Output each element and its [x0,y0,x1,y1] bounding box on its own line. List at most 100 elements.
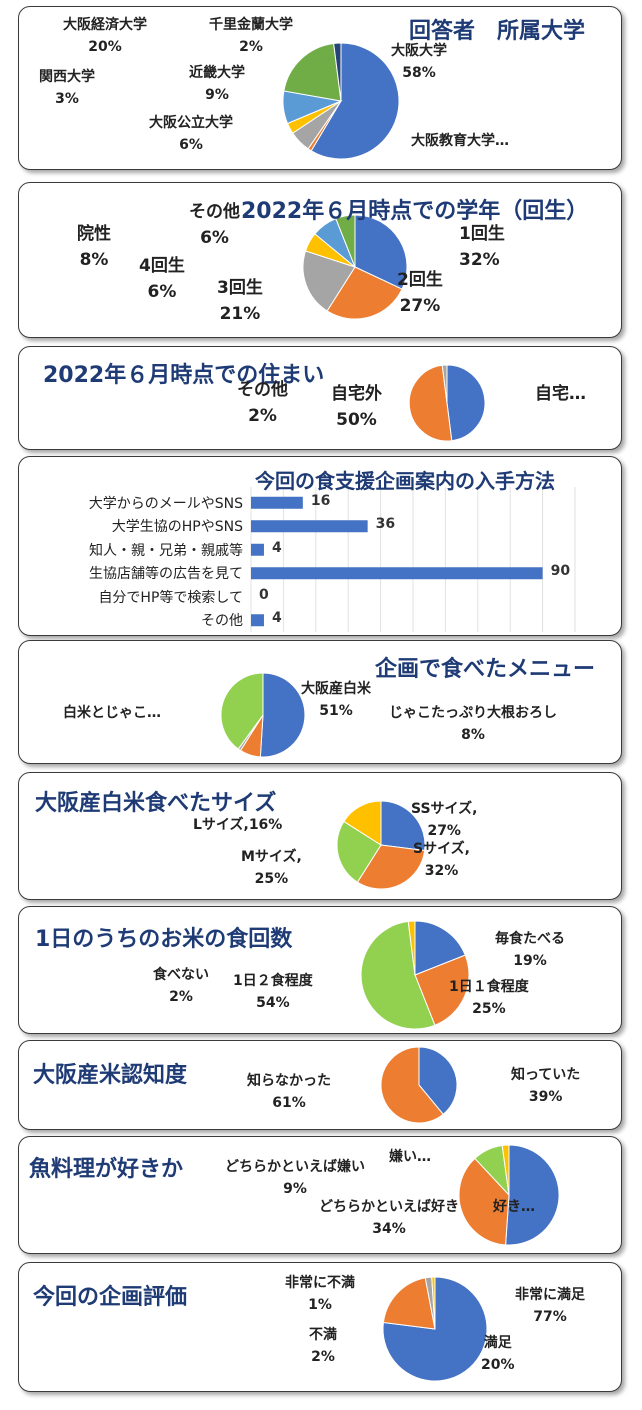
label-kindai: 近畿大学 9% [189,65,245,103]
label-l: Lサイズ,16% [193,817,283,833]
label-jako: じゃこたっぷり大根おろし 8% [389,705,557,743]
label-verydissat: 非常に不満 1% [285,1275,355,1313]
label-dislike: 嫌い… [389,1149,431,1165]
panel-source: 今回の食支援企画案内の入手方法 大学からのメールやSNS 16 大学生協のHPやSN… [18,456,622,636]
label-dissat: 不満 2% [309,1327,337,1365]
pie-slice-awareness-0 [418,1046,458,1115]
bar-3 [251,567,543,580]
pie-slice-ricefreq-1 [414,954,470,1026]
pie-grade [302,214,408,320]
pie-awareness [380,1046,458,1124]
label-g2: 2回生 27% [397,270,443,317]
bar-1 [251,520,368,533]
pie-slice-grade-0 [354,214,408,290]
chart-title: 大阪産白米食べたサイズ [35,791,277,816]
label-gother: その他 6% [189,202,240,249]
label-g3: 3回生 21% [217,278,263,325]
pie-slice-ricefreq-0 [414,920,466,976]
pie-slice-ricesize-2 [336,820,382,883]
label-verysat: 非常に満足 77% [515,1287,585,1325]
pie-fish [458,1144,560,1246]
label-didnt: 知らなかった 61% [247,1073,331,1111]
category-label: 大学生協のHPやSNS [111,519,243,536]
data-label: 4 [271,610,282,627]
pie-slice-fish-0 [505,1144,560,1246]
pie-slice-ricefreq-3 [407,920,416,976]
data-label: 16 [310,492,331,509]
label-none: 食べない 2% [153,967,209,1005]
label-like: 好き… [493,1199,535,1215]
pie-slice-evaluation-1 [382,1277,436,1330]
panel-menu: 企画で食べたメニュー 大阪産白米 51% じゃこたっぷり大根おろし 8% 白米とじゃ… [18,640,622,764]
label-grad: 院性 8% [77,224,111,271]
category-label: 自分でHP等で検索して [98,589,243,606]
chart-title: 2022年６月時点での学年（回生） [241,199,589,224]
label-ss: SSサイズ, 27% [411,801,478,839]
label-kinran: 千里金蘭大学 2% [209,17,293,55]
pie-slice-university-5 [283,42,342,102]
pie-slice-grade-5 [335,214,356,268]
pie-slice-ricesize-0 [380,800,426,852]
pie-menu [220,672,306,758]
label-m: Mサイズ, 25% [241,849,302,887]
pie-slice-fish-1 [458,1157,510,1246]
panel-fish: 魚料理が好きか 好き… どちらかといえば好き 34% どちらかといえば嫌い 9% 嫌… [18,1136,622,1254]
panel-grade: 2022年６月時点での学年（回生） 1回生 32% 2回生 27% 3回生 21% 4… [18,182,622,338]
label-twice: 1日２食程度 54% [233,973,313,1011]
chart-title: 魚料理が好きか [29,1157,184,1182]
chart-title: 今回の食支援企画案内の入手方法 [255,469,555,493]
panel-university: 回答者 所属大学 大阪大学 58% 大阪教育大学… 大阪公立大学 6% 関西大学 3%… [18,6,622,170]
chart-title: 大阪産米認知度 [33,1063,188,1088]
label-rother: その他 2% [237,380,288,427]
label-every: 毎食たべる 19% [495,931,565,969]
label-s: Sサイズ, 32% [413,841,470,879]
pie-residence [408,364,486,442]
data-label: 0 [259,586,269,603]
data-label: 36 [375,516,396,533]
pie-slice-university-0 [310,42,400,160]
label-ratherdislike: どちらかといえば嫌い 9% [225,1159,365,1197]
chart-title: 回答者 所属大学 [409,19,586,44]
pie-evaluation [382,1276,488,1382]
label-g4: 4回生 6% [139,256,185,303]
panel-evaluation: 今回の企画評価 非常に満足 77% 満足 20% 不満 2% 非常に不満 1% [18,1262,622,1392]
panel-ricefreq: 1日のうちのお米の食回数 毎食たべる 19% 1日１食程度 25% 1日２食程度 54… [18,906,622,1034]
label-osaka-u: 大阪大学 58% [391,43,447,81]
bar-5 [251,614,264,627]
label-kansai: 関西大学 3% [39,69,95,107]
label-ratherlike: どちらかといえば好き 34% [319,1199,459,1237]
panel-awareness: 大阪産米認知度 知っていた 39% 知らなかった 61% [18,1040,622,1130]
bar-2 [251,543,264,556]
bar-0 [251,496,303,509]
label-knew: 知っていた 39% [511,1067,581,1105]
pie-slice-grade-1 [326,266,403,320]
label-g1: 1回生 32% [459,224,505,271]
pie-slice-fish-3 [501,1144,510,1196]
category-label: その他 [201,613,243,630]
chart-title: 2022年６月時点での住まい [43,363,325,388]
label-keizai: 大阪経済大学 20% [63,17,147,55]
pie-slice-evaluation-3 [431,1276,436,1330]
label-rice: 大阪産白米 51% [301,681,371,719]
bar-source [250,487,576,632]
label-once: 1日１食程度 25% [449,979,529,1017]
data-label: 90 [550,563,571,580]
pie-slice-residence-1 [408,364,453,442]
pie-ricesize [336,800,426,890]
category-label: 生協店舗等の広告を見て [89,566,243,583]
category-label: 大学からのメールやSNS [88,495,243,512]
pie-slice-residence-2 [441,364,448,404]
label-home: 自宅… [535,384,586,404]
category-label: 知人・親・兄弟・親戚等 [89,542,243,559]
pie-slice-university-6 [333,42,342,102]
label-kyoiku: 大阪教育大学… [411,133,509,149]
chart-title: 1日のうちのお米の食回数 [35,927,293,952]
pie-slice-ricefreq-2 [360,920,436,1030]
pie-slice-evaluation-0 [382,1276,488,1382]
label-koritsu: 大阪公立大学 6% [149,115,233,153]
pie-ricefreq [360,920,470,1030]
chart-title: 企画で食べたメニュー [375,657,596,682]
pie-slice-menu-3 [220,672,264,750]
pie-university [282,42,400,160]
label-sat: 満足 20% [481,1335,515,1373]
